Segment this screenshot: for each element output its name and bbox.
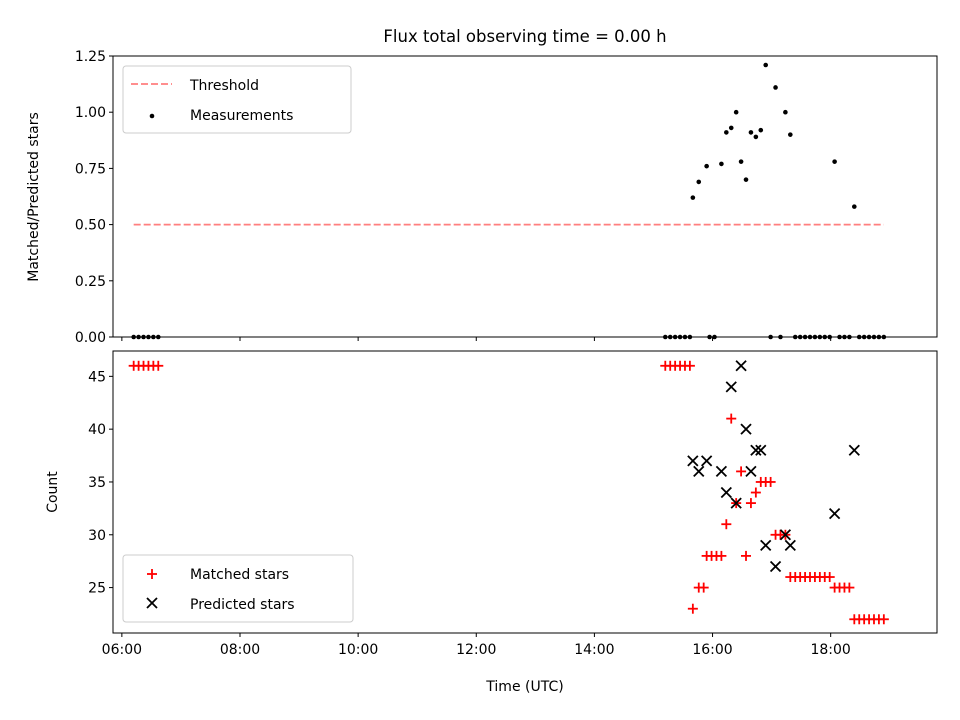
top-legend: Threshold Measurements (122, 65, 352, 134)
bottom-x-ticks: 06:00 08:00 10:00 12:00 14:00 16:00 18:00 (102, 633, 851, 658)
top-y-tick-label: 1.25 (75, 49, 106, 65)
matched-star-point (687, 603, 698, 614)
measurement-point (773, 85, 778, 90)
matched-star-point (726, 413, 737, 424)
predicted-star-point (779, 529, 792, 541)
chart-title: Flux total observing time = 0.00 h (383, 27, 666, 46)
measurement-point (763, 62, 769, 68)
measurement-point (753, 134, 759, 140)
matched-star-point (716, 550, 727, 561)
bottom-x-tick-label: 18:00 (810, 642, 850, 658)
predicted-star-point (760, 539, 772, 551)
legend-measurements-swatch (149, 113, 155, 119)
predicted-star-point (693, 465, 705, 478)
measurement-point (783, 109, 788, 115)
bottom-x-tick-label: 06:00 (102, 642, 142, 658)
matched-star-point (750, 487, 761, 498)
matched-star-point (153, 360, 164, 371)
matched-star-point (765, 476, 776, 487)
legend-predicted-swatch (146, 597, 158, 609)
legend-predicted-label: Predicted stars (190, 597, 295, 613)
top-y-axis-label: Matched/Predicted stars (26, 112, 42, 282)
predicted-star-point (828, 508, 841, 520)
bottom-y-axis-label: Count (45, 471, 61, 513)
measurement-point (852, 204, 857, 209)
legend-measurements-label: Measurements (190, 108, 293, 124)
measurement-point (696, 179, 702, 185)
matched-star-point (698, 582, 709, 593)
bottom-y-tick-label: 45 (88, 369, 106, 385)
bottom-x-tick-label: 10:00 (338, 642, 378, 658)
predicted-star-point (720, 486, 732, 499)
matched-star-point (721, 519, 732, 530)
matched-star-point (745, 498, 756, 509)
predicted-star-point (730, 497, 742, 509)
predicted-star-point (769, 560, 782, 573)
bottom-x-tick-label: 08:00 (220, 642, 260, 658)
top-y-tick-label: 1.00 (75, 105, 106, 121)
matched-star-point (684, 360, 695, 371)
predicted-star-point (735, 360, 747, 372)
matched-star-point (736, 466, 747, 477)
matched-star-point (878, 614, 889, 625)
predicted-star-point (740, 423, 752, 435)
measurement-point (719, 161, 724, 167)
legend-threshold-label: Threshold (189, 78, 259, 94)
measurement-point (758, 127, 764, 133)
measurement-point (733, 109, 739, 115)
matched-star-point (741, 550, 752, 561)
top-series-layer (131, 62, 887, 340)
bottom-legend: Matched stars Predicted stars (122, 554, 354, 623)
measurement-point (743, 177, 749, 182)
predicted-star-point (687, 455, 699, 467)
measurement-point (690, 195, 696, 200)
matched-star-point (844, 582, 855, 593)
top-y-ticks: 0.00 0.25 0.50 0.75 1.00 1.25 (75, 49, 113, 346)
bottom-y-tick-label: 40 (88, 422, 106, 438)
bottom-y-tick-label: 35 (88, 475, 106, 491)
bottom-y-ticks: 25 30 35 40 45 (88, 369, 113, 597)
predicted-star-point (715, 465, 728, 478)
measurement-point (724, 130, 729, 135)
measurement-point (738, 159, 744, 164)
bottom-legend-box (122, 554, 354, 623)
bottom-series-layer (128, 360, 889, 625)
bottom-x-tick-label: 12:00 (456, 642, 496, 658)
predicted-star-point (750, 444, 762, 456)
bottom-x-tick-label: 16:00 (692, 642, 732, 658)
measurement-point (832, 159, 837, 164)
bottom-axes-frame (112, 350, 938, 634)
measurement-point (748, 130, 754, 135)
legend-matched-label: Matched stars (190, 567, 289, 583)
bottom-x-axis-label: Time (UTC) (485, 679, 563, 695)
measurement-point (728, 125, 734, 131)
measurement-point (704, 163, 709, 169)
predicted-star-point (745, 465, 757, 478)
predicted-star-point (784, 539, 796, 551)
bottom-y-tick-label: 25 (88, 581, 106, 597)
bottom-x-tick-label: 14:00 (574, 642, 614, 658)
predicted-star-point (725, 381, 737, 393)
measurement-point (788, 132, 793, 137)
matched-star-point (824, 572, 835, 583)
top-axes-frame (112, 55, 938, 338)
top-y-tick-label: 0.00 (75, 330, 106, 346)
top-y-tick-label: 0.50 (75, 218, 106, 234)
top-y-tick-label: 0.25 (75, 274, 106, 290)
top-panel: 0.00 0.25 0.50 0.75 1.00 1.25 Matched/Predict… (26, 49, 938, 346)
predicted-star-point (755, 444, 767, 456)
top-y-tick-label: 0.75 (75, 161, 106, 177)
bottom-y-tick-label: 30 (88, 528, 106, 544)
predicted-star-point (700, 455, 713, 467)
predicted-star-point (848, 444, 860, 456)
legend-matched-swatch (147, 569, 157, 579)
top-legend-box (122, 65, 352, 134)
bottom-panel: 25 30 35 40 45 06:00 08:00 10:00 12:00 14:00 16:0… (45, 350, 938, 695)
top-x-ticks (121, 337, 832, 341)
